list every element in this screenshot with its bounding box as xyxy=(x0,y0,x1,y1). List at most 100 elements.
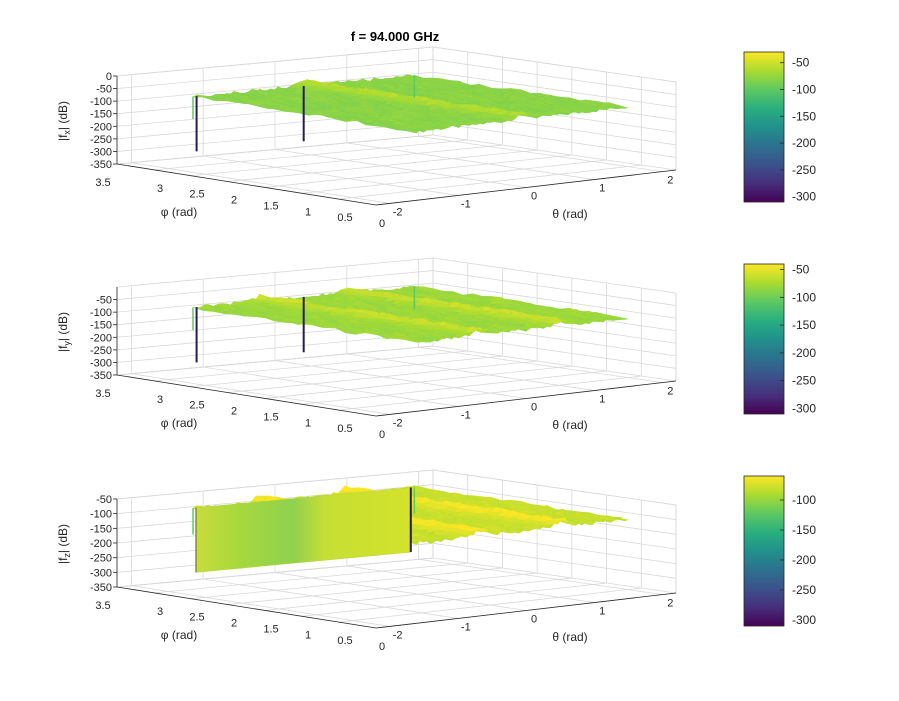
subplot-2: -50-100-150-200-250-300-35000.511.522.53… xyxy=(56,257,816,441)
colorbar-tick-label: -200 xyxy=(792,136,816,150)
y-grid-line xyxy=(153,263,469,382)
phi-tick-label: 0.5 xyxy=(337,635,352,647)
z-tick-label: -250 xyxy=(90,134,112,146)
z-tick-label: -150 xyxy=(90,320,112,332)
z-tick-label: -350 xyxy=(90,159,112,171)
y-grid-line xyxy=(338,77,642,200)
phi-axis-line xyxy=(116,163,377,206)
subplot-3: -50 -100 -150 -200 -250 -300 -350 0 0.5 1 1.5 2 2.5 3… xyxy=(56,469,816,653)
theta-axis-line xyxy=(375,592,677,629)
phi-tick-label: 2.5 xyxy=(189,612,204,624)
colorbar-tick-label: -250 xyxy=(792,163,816,177)
theta-tick-label: -1 xyxy=(461,198,471,210)
theta-tick-label: 1 xyxy=(599,606,605,618)
z-axis-label: |fy| (dB) xyxy=(56,312,72,352)
phi-axis-line xyxy=(116,586,377,629)
phi-tick-label: 0.5 xyxy=(337,423,352,435)
colorbar-tick-label: -50 xyxy=(792,56,810,70)
colorbar-tick-label: -200 xyxy=(792,346,816,360)
phi-tick-label: 2.5 xyxy=(189,189,204,201)
phi-tick-label: 3 xyxy=(157,606,163,618)
colorbar-tick-label: -100 xyxy=(792,290,816,304)
phi-axis-label: φ (rad) xyxy=(161,205,197,219)
z-tick-label: -250 xyxy=(90,553,112,565)
colorbar-tick-label: -100 xyxy=(792,493,816,507)
phi-tick-label: 0 xyxy=(379,641,385,653)
phi-axis-line xyxy=(116,374,377,417)
y-grid-line xyxy=(338,500,642,623)
colorbar-tick-label: -50 xyxy=(792,263,810,277)
surface-patch xyxy=(614,105,629,109)
colorbar-tick-label: -300 xyxy=(792,613,816,627)
phi-tick-label: 1 xyxy=(305,206,311,218)
theta-tick-label: 0 xyxy=(531,191,537,203)
theta-tick-label: 1 xyxy=(599,394,605,406)
phi-tick-label: 2 xyxy=(231,406,237,418)
axes-root: 0-50-100-150-200-250-300-35000.511.522.5… xyxy=(56,46,816,653)
z-tick-label: -100 xyxy=(90,96,112,108)
phi-tick-label: 1 xyxy=(305,629,311,641)
phi-tick-label: 3.5 xyxy=(95,177,110,189)
phi-tick-label: 1.5 xyxy=(263,200,278,212)
z-tick-label: -200 xyxy=(90,538,112,550)
theta-axis-line xyxy=(375,169,677,206)
z-tick-label: -50 xyxy=(96,84,112,96)
z-tick-label: -150 xyxy=(90,109,112,121)
theta-tick-label: -2 xyxy=(393,206,403,218)
phi-tick-label: 0.5 xyxy=(337,212,352,224)
phi-tick-label: 0 xyxy=(379,218,385,230)
z-tick-label: -250 xyxy=(90,345,112,357)
colorbar xyxy=(743,475,785,627)
surface-curtain xyxy=(196,487,412,573)
theta-tick-label: -2 xyxy=(393,417,403,429)
colorbar-tick-label: -100 xyxy=(792,83,816,97)
colorbar-tick-label: -250 xyxy=(792,374,816,388)
theta-tick-label: 0 xyxy=(531,614,537,626)
phi-tick-label: 3 xyxy=(157,394,163,406)
z-tick-label: -350 xyxy=(90,582,112,594)
theta-tick-label: 1 xyxy=(599,183,605,195)
phi-tick-label: 1.5 xyxy=(263,623,278,635)
y-grid-line xyxy=(301,72,607,194)
z-tick-label: -300 xyxy=(90,567,112,579)
z-axis-label: |fx| (dB) xyxy=(56,101,72,141)
subplot-1: 0-50-100-150-200-250-300-35000.511.522.5… xyxy=(56,46,816,230)
phi-tick-label: 1 xyxy=(305,417,311,429)
phi-axis-label: φ (rad) xyxy=(161,416,197,430)
colorbar-tick-label: -150 xyxy=(792,318,816,332)
colorbar-tick-label: -150 xyxy=(792,523,816,537)
z-tick-label: -100 xyxy=(90,307,112,319)
z-tick-label: -50 xyxy=(96,295,112,307)
theta-tick-label: 2 xyxy=(667,598,673,610)
phi-tick-label: 1.5 xyxy=(263,411,278,423)
colorbar-tick-label: -300 xyxy=(792,190,816,204)
z-tick-label: -150 xyxy=(90,523,112,535)
z-tick-label: -200 xyxy=(90,121,112,133)
surface-patch xyxy=(614,518,629,522)
z-tick-label: -300 xyxy=(90,357,112,369)
phi-axis-label: φ (rad) xyxy=(161,628,197,642)
y-grid-line xyxy=(301,283,607,405)
theta-tick-label: 2 xyxy=(667,175,673,187)
theta-axis-label: θ (rad) xyxy=(552,207,587,221)
z-tick-label: 0 xyxy=(106,71,112,83)
colorbar-tick-label: -200 xyxy=(792,553,816,567)
theta-tick-label: 0 xyxy=(531,402,537,414)
y-grid-line xyxy=(190,57,503,177)
phi-tick-label: 2.5 xyxy=(189,400,204,412)
y-grid-line xyxy=(301,495,607,617)
surface-patch xyxy=(614,316,629,320)
colorbar-tick-label: -250 xyxy=(792,583,816,597)
theta-tick-label: -1 xyxy=(461,409,471,421)
colorbar xyxy=(743,263,785,415)
phi-tick-label: 3 xyxy=(157,183,163,195)
theta-tick-label: 2 xyxy=(667,386,673,398)
z-axis-label: |fz| (dB) xyxy=(56,524,72,564)
theta-tick-label: -1 xyxy=(461,621,471,633)
y-grid-line xyxy=(116,47,434,165)
figure-title: f = 94.000 GHz xyxy=(351,29,440,44)
theta-axis-line xyxy=(375,380,677,417)
y-grid-line xyxy=(190,268,503,388)
